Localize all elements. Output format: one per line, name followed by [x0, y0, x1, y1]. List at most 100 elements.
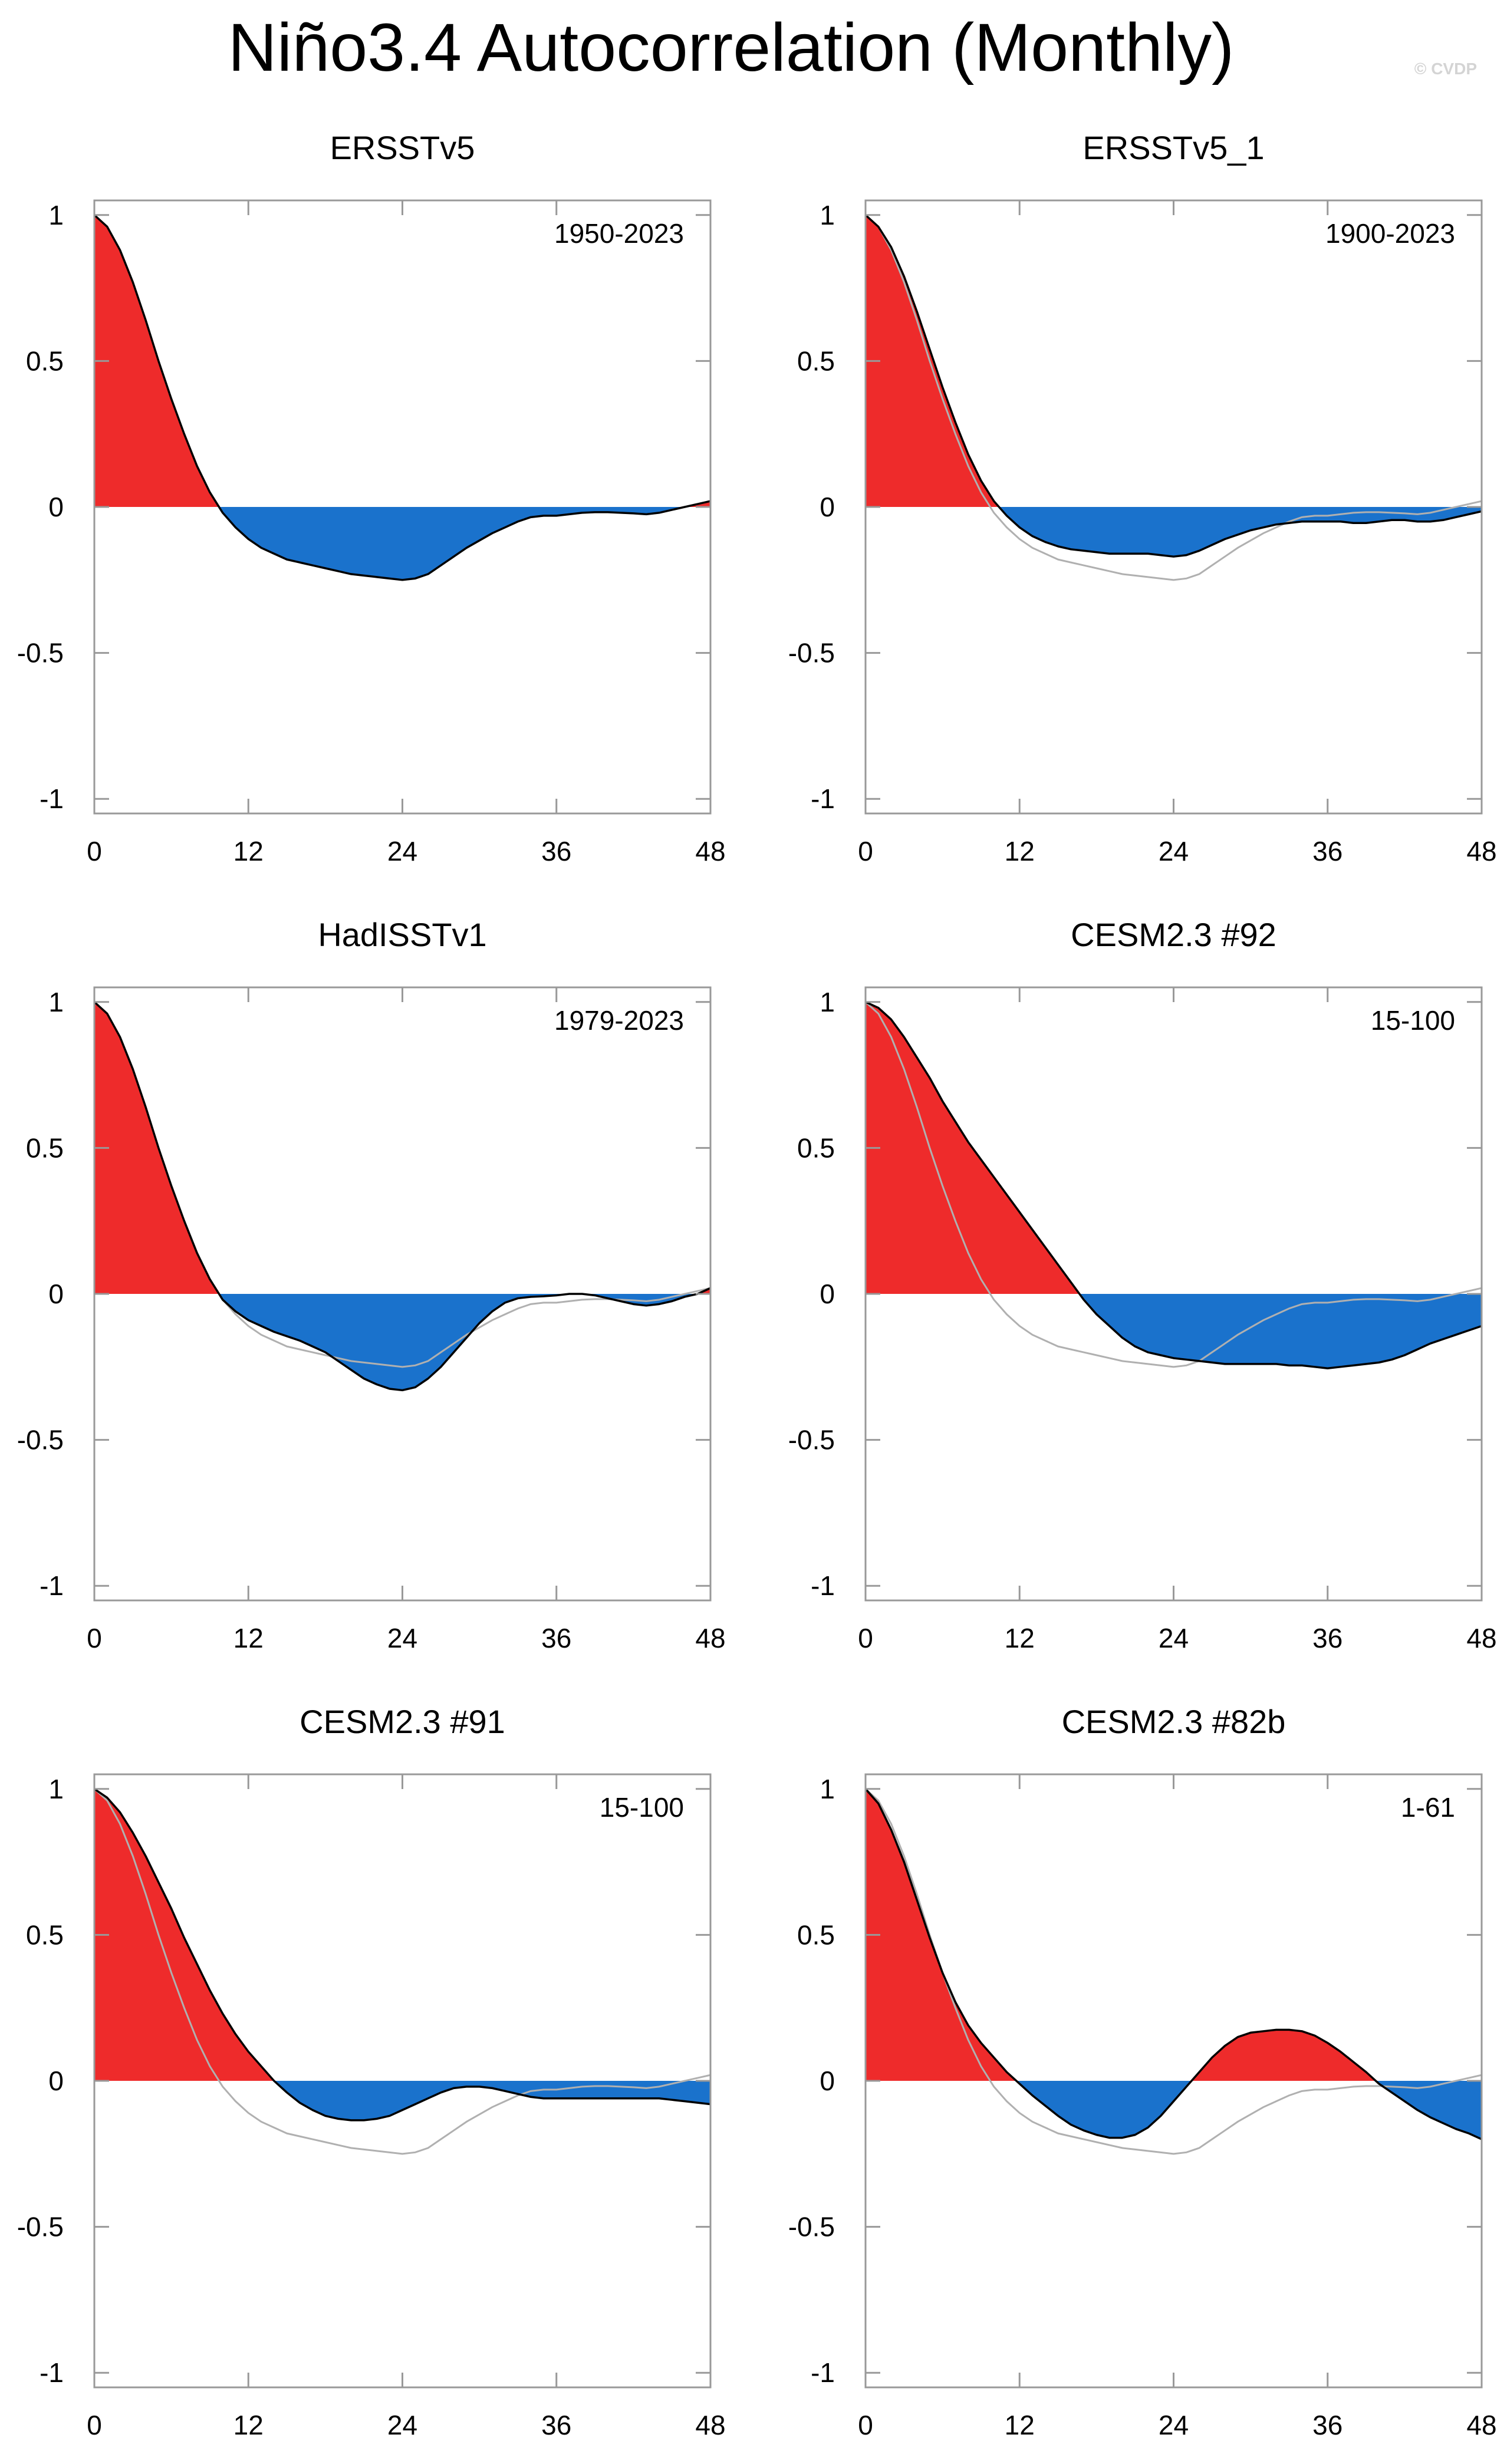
panel-3: HadISSTv1 0 12 24 36 48 1 0.5 0 -0.5 -1 1979-2023 [17, 916, 726, 1653]
panel-6: CESM2.3 #82b 0 12 24 36 48 1 0.5 0 -0.5 -1 1-61 [788, 1703, 1497, 2440]
period-label: 15-100 [1371, 1005, 1455, 1036]
y-tick-label: -1 [40, 1570, 64, 1601]
x-tick-label: 48 [695, 1623, 725, 1653]
x-tick-label: 0 [858, 836, 873, 867]
autocorrelation-line [864, 1788, 1482, 2140]
reference-line [864, 1001, 1482, 1368]
x-tick-label: 36 [541, 2410, 571, 2440]
y-tick-label: 1 [48, 987, 64, 1017]
negative-area [219, 1294, 570, 1391]
y-tick-label: 0.5 [26, 1132, 64, 1163]
x-tick-label: 48 [1466, 2410, 1496, 2440]
autocorrelation-line [93, 1001, 711, 1392]
y-tick-label: 0.5 [26, 1919, 64, 1950]
y-tick-label: 0 [820, 492, 835, 522]
positive-area [94, 1788, 274, 2081]
panel-1: ERSSTv5 0 12 24 36 48 1 0.5 0 -0.5 -1 1950-2023 [17, 129, 726, 867]
y-tick-label: 1 [48, 200, 64, 230]
reference-line [864, 214, 1482, 581]
x-tick-label: 0 [87, 2410, 102, 2440]
negative-area [219, 507, 685, 580]
panel-title: CESM2.3 #82b [1062, 1703, 1286, 1740]
y-tick-label: -0.5 [788, 1425, 835, 1455]
y-tick-label: 0 [820, 2066, 835, 2096]
period-label: 15-100 [600, 1792, 684, 1823]
x-tick-label: 12 [233, 2410, 264, 2440]
x-tick-label: 48 [695, 836, 725, 867]
y-tick-label: 1 [820, 200, 835, 230]
period-label: 1-61 [1401, 1792, 1455, 1823]
x-tick-label: 0 [858, 2410, 873, 2440]
autocorrelation-line [864, 214, 1482, 558]
y-tick-label: -0.5 [788, 2212, 835, 2242]
y-tick-label: -1 [811, 1570, 835, 1601]
y-tick-label: -1 [811, 2357, 835, 2388]
y-tick-label: 0.5 [797, 1132, 835, 1163]
positive-area [94, 215, 219, 507]
x-tick-label: 36 [541, 1623, 571, 1653]
x-tick-label: 36 [541, 836, 571, 867]
x-tick-label: 0 [87, 836, 102, 867]
panel-title: ERSSTv5 [330, 129, 475, 166]
period-label: 1979-2023 [554, 1005, 684, 1036]
x-tick-label: 12 [233, 1623, 264, 1653]
x-tick-label: 24 [387, 1623, 417, 1653]
y-tick-label: 1 [48, 1774, 64, 1804]
panel-title: HadISSTv1 [318, 916, 486, 953]
x-tick-label: 24 [1159, 1623, 1189, 1653]
reference-line [93, 1788, 711, 2155]
period-label: 1900-2023 [1325, 218, 1455, 249]
positive-area [866, 215, 999, 507]
x-tick-label: 36 [1312, 2410, 1343, 2440]
y-tick-label: 0 [48, 2066, 64, 2096]
negative-area [999, 507, 1482, 557]
y-tick-label: 0 [820, 1279, 835, 1309]
negative-area [1376, 2081, 1482, 2140]
x-tick-label: 48 [1466, 1623, 1496, 1653]
y-tick-label: 0 [48, 1279, 64, 1309]
negative-area [274, 2081, 710, 2120]
y-tick-label: 0.5 [797, 345, 835, 376]
y-tick-label: -1 [40, 783, 64, 814]
y-tick-label: -1 [40, 2357, 64, 2388]
autocorrelation-line [93, 214, 711, 581]
x-tick-label: 12 [233, 836, 264, 867]
panel-title: CESM2.3 #91 [300, 1703, 505, 1740]
x-tick-label: 0 [87, 1623, 102, 1653]
y-tick-label: -0.5 [17, 638, 64, 668]
panel-4: CESM2.3 #92 0 12 24 36 48 1 0.5 0 -0.5 -1 15-100 [788, 916, 1497, 1653]
x-tick-label: 12 [1005, 836, 1035, 867]
positive-area [866, 1788, 1016, 2081]
y-tick-label: -0.5 [788, 638, 835, 668]
x-tick-label: 36 [1312, 836, 1343, 867]
autocorrelation-line [865, 1001, 1482, 1370]
y-tick-label: 0 [48, 492, 64, 522]
negative-area [1016, 2081, 1192, 2138]
period-label: 1950-2023 [554, 218, 684, 249]
x-tick-label: 0 [858, 1623, 873, 1653]
y-tick-label: -1 [811, 783, 835, 814]
panel-2: ERSSTv5_1 0 12 24 36 48 1 0.5 0 -0.5 -1 1900-2023 [788, 129, 1497, 867]
autocorrelation-line [94, 1788, 711, 2122]
x-tick-label: 24 [1159, 836, 1189, 867]
x-tick-label: 24 [387, 836, 417, 867]
panel-title: ERSSTv5_1 [1082, 129, 1264, 166]
cvdp-credit: © CVDP [1414, 60, 1477, 78]
y-tick-label: 1 [820, 987, 835, 1017]
reference-line [864, 1788, 1482, 2155]
x-tick-label: 12 [1005, 2410, 1035, 2440]
y-tick-label: 0.5 [797, 1919, 835, 1950]
y-tick-label: -0.5 [17, 1425, 64, 1455]
panel-5: CESM2.3 #91 0 12 24 36 48 1 0.5 0 -0.5 -1 15-100 [17, 1703, 726, 2440]
x-tick-label: 48 [695, 2410, 725, 2440]
panel-title: CESM2.3 #92 [1071, 916, 1276, 953]
y-tick-label: 0.5 [26, 345, 64, 376]
positive-area [94, 1002, 219, 1294]
x-tick-label: 48 [1466, 836, 1496, 867]
negative-area [1079, 1294, 1482, 1369]
x-tick-label: 36 [1312, 1623, 1343, 1653]
x-tick-label: 24 [387, 2410, 417, 2440]
x-tick-label: 12 [1005, 1623, 1035, 1653]
